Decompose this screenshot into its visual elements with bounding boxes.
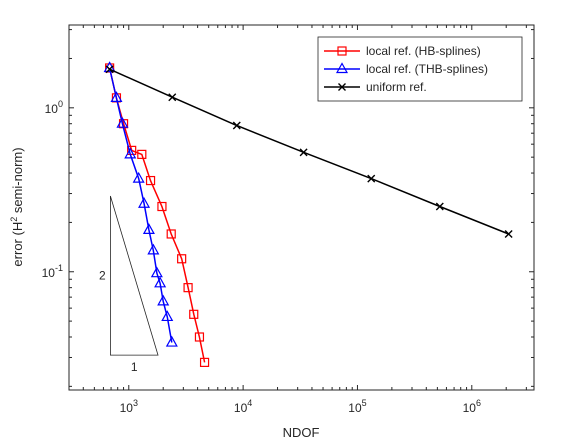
legend-marker xyxy=(337,46,347,56)
series-line xyxy=(108,67,173,343)
legend-marker xyxy=(335,62,349,74)
data-point xyxy=(147,243,160,255)
legend-marker xyxy=(338,83,346,91)
series-0 xyxy=(105,63,210,367)
data-point xyxy=(137,149,147,159)
data-point xyxy=(177,254,187,264)
data-point xyxy=(154,276,167,288)
data-point xyxy=(199,357,210,367)
data-point xyxy=(142,223,155,235)
data-point xyxy=(168,93,177,102)
data-point xyxy=(299,148,308,157)
data-point xyxy=(116,116,129,128)
data-point xyxy=(194,332,205,342)
data-point xyxy=(189,309,199,319)
data-point xyxy=(157,201,167,212)
legend-entry: local ref. (THB-splines) xyxy=(324,62,488,76)
data-point xyxy=(145,175,156,186)
y-axis-title: error (H2 semi-norm) xyxy=(9,147,25,266)
legend-entry: local ref. (HB-splines) xyxy=(324,44,481,58)
data-point xyxy=(105,65,114,74)
y-tick-label: 100 xyxy=(45,99,63,116)
data-point xyxy=(367,174,376,183)
data-point xyxy=(127,145,137,155)
data-point xyxy=(157,294,170,306)
data-point xyxy=(161,310,174,322)
series-line xyxy=(108,67,206,363)
y-tick-label: 10-1 xyxy=(42,263,63,280)
legend-entry: uniform ref. xyxy=(324,80,427,94)
slope-horizontal-label: 1 xyxy=(131,360,138,374)
data-point xyxy=(138,196,151,208)
slope-vertical-label: 2 xyxy=(99,269,106,283)
legend-label: local ref. (THB-splines) xyxy=(366,62,488,76)
legend-label: uniform ref. xyxy=(366,80,427,94)
x-axis-title: NDOF xyxy=(283,425,320,440)
x-tick-label: 105 xyxy=(348,398,366,415)
data-point xyxy=(124,147,137,159)
data-point xyxy=(435,202,444,211)
data-point xyxy=(183,283,193,293)
data-point xyxy=(166,229,176,239)
data-point xyxy=(110,91,123,102)
data-point xyxy=(132,171,145,183)
data-point xyxy=(165,335,178,347)
data-point xyxy=(150,266,163,278)
x-tick-label: 103 xyxy=(120,398,138,415)
data-point xyxy=(504,229,513,238)
x-tick-label: 106 xyxy=(463,398,481,415)
series-1 xyxy=(103,61,178,347)
slope-triangle xyxy=(110,195,159,356)
x-tick-label: 104 xyxy=(234,398,252,415)
data-point xyxy=(232,121,241,130)
series-2 xyxy=(105,65,513,238)
legend-label: local ref. (HB-splines) xyxy=(366,44,481,58)
